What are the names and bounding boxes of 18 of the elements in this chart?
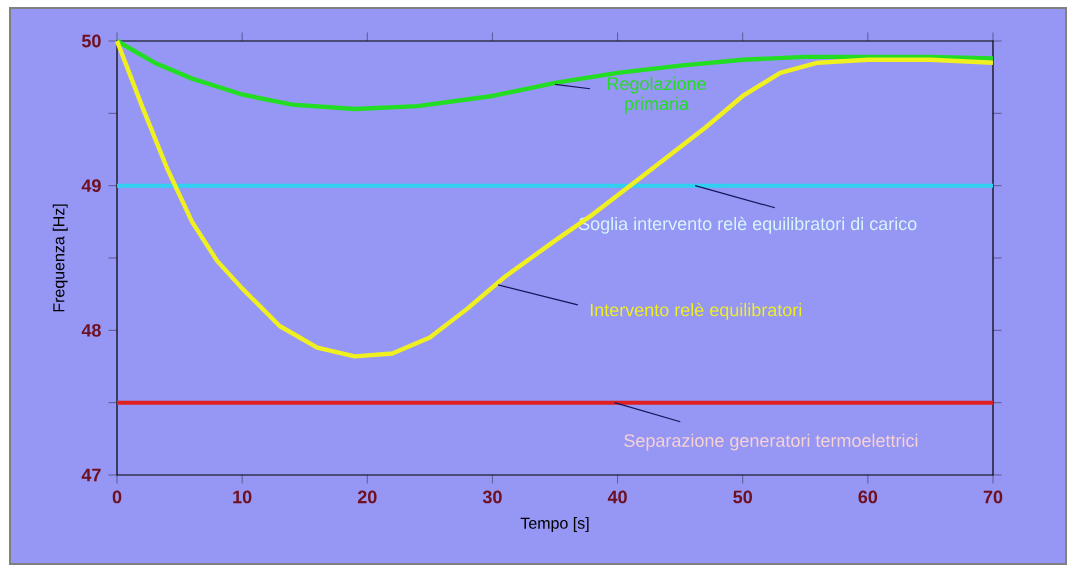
x-tick-label: 30	[482, 490, 502, 504]
text: Intervento relè equilibratori	[590, 302, 802, 320]
series-label: Regolazione primaria	[607, 76, 706, 114]
ref-line-label: Separazione generatori termoelettrici	[624, 433, 918, 451]
y-tick-label: 49	[81, 179, 101, 193]
x-tick-label: 40	[607, 490, 627, 504]
x-tick-label: 0	[112, 490, 122, 504]
x-tick-label: 20	[357, 490, 377, 504]
x-tick-label: 70	[983, 490, 1003, 504]
x-tick-label: 10	[233, 490, 252, 504]
y-tick-label: 47	[81, 468, 101, 482]
y-tick-label: 48	[81, 323, 101, 337]
line-series	[114, 38, 996, 359]
x-axis-title: Tempo [s]	[520, 517, 589, 533]
y-axis-title: Frequenza [Hz]	[52, 204, 68, 312]
y-tick-label: 50	[81, 34, 101, 48]
x-tick-label: 50	[733, 490, 752, 504]
x-tick-label: 60	[858, 490, 878, 504]
